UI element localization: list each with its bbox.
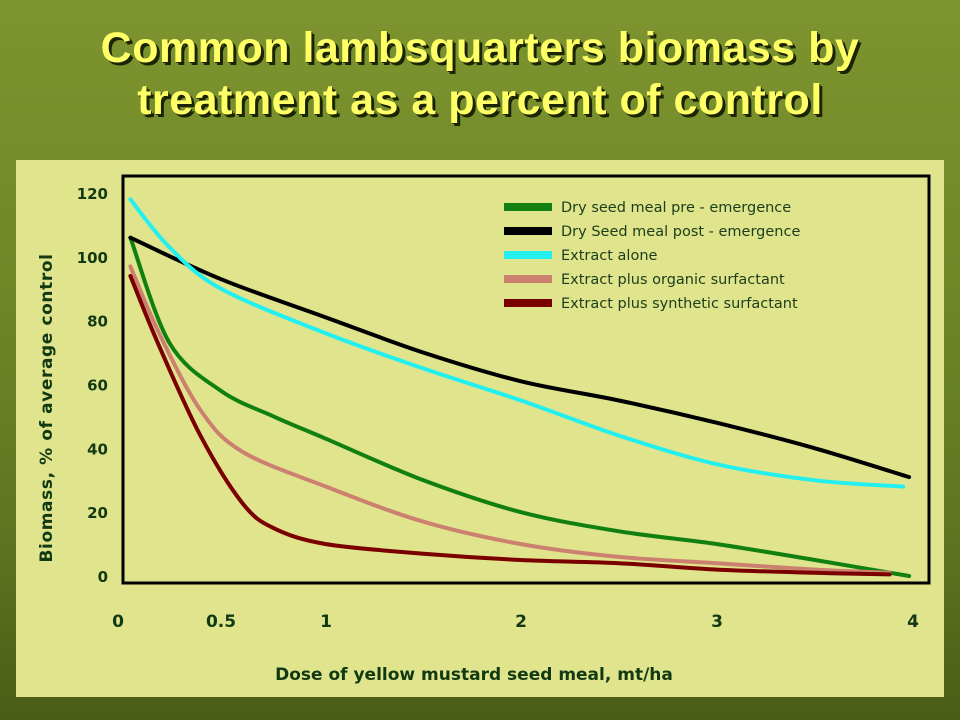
legend-swatch (504, 299, 552, 307)
x-tick-label: 1 (320, 612, 332, 632)
legend-label: Dry Seed meal post - emergence (561, 224, 800, 240)
y-tick-label: 20 (87, 504, 108, 522)
x-axis-title: Dose of yellow mustard seed meal, mt/ha (275, 665, 673, 685)
slide-title: Common lambsquarters biomass by treatmen… (0, 22, 960, 126)
x-tick-label: 2 (515, 612, 527, 632)
y-tick-label: 60 (87, 377, 108, 395)
y-axis-title: Biomass, % of average control (37, 253, 57, 562)
x-tick-label: 4 (907, 612, 919, 632)
legend-swatch (504, 251, 552, 259)
plot-area-frame (121, 174, 931, 585)
y-tick-label: 100 (77, 249, 108, 267)
x-axis-ticks: 0 0.5 1 2 3 4 (112, 612, 919, 632)
slide-title-line-1: Common lambsquarters biomass by (100, 24, 860, 72)
legend-label: Extract plus synthetic surfactant (561, 296, 798, 312)
series-line-1 (128, 235, 912, 578)
series-line-4 (128, 264, 892, 575)
legend-swatch (504, 275, 552, 283)
y-tick-label: 120 (77, 185, 108, 203)
legend-label: Extract alone (561, 248, 658, 264)
series-line-3 (128, 197, 906, 489)
legend-swatch (504, 203, 552, 211)
legend-label: Extract plus organic surfactant (561, 272, 785, 288)
x-tick-label: 0.5 (206, 612, 236, 632)
y-tick-label: 40 (87, 440, 108, 458)
x-tick-label: 0 (112, 612, 124, 632)
y-tick-label: 80 (87, 313, 108, 331)
series-line-5 (128, 274, 892, 577)
x-tick-label: 3 (711, 612, 723, 632)
y-axis-ticks: 0 20 40 60 80 100 120 (77, 185, 108, 586)
legend-label: Dry seed meal pre - emergence (561, 200, 791, 216)
series-lines (128, 197, 912, 578)
y-tick-label: 0 (98, 568, 108, 586)
legend: Dry seed meal pre - emergence Dry Seed me… (504, 200, 800, 312)
slide-title-line-2: treatment as a percent of control (137, 76, 823, 124)
legend-swatch (504, 227, 552, 235)
series-line-2 (128, 235, 912, 480)
